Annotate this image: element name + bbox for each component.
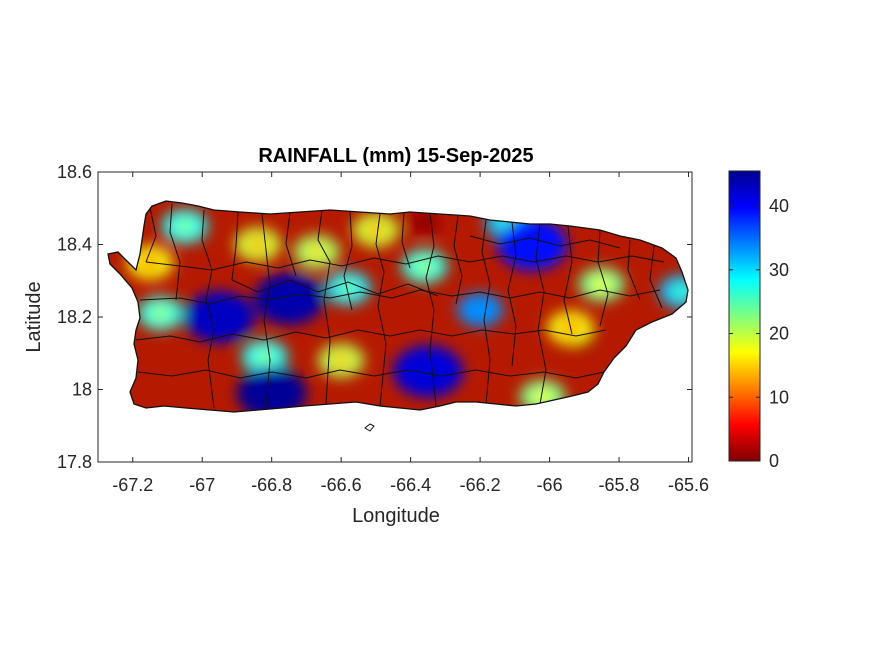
x-tick-label: -66.8 — [251, 475, 292, 495]
municipality-boundary — [597, 229, 609, 327]
x-axis-label: Longitude — [352, 505, 440, 527]
x-tick-label: -66.2 — [460, 475, 501, 495]
municipality-boundary — [481, 219, 491, 405]
rainfall-hotspot-core — [150, 305, 171, 322]
x-tick-label: -66.4 — [390, 475, 431, 495]
municipality-boundary — [425, 213, 437, 407]
municipality-boundary — [201, 209, 215, 409]
municipality-boundaries — [135, 203, 665, 409]
rainfall-hotspot — [254, 272, 325, 325]
municipality-boundary — [137, 369, 605, 379]
x-tick-label: -67 — [189, 475, 215, 495]
rainfall-hotspot-core — [254, 349, 275, 365]
colorbar-tick-label: 40 — [769, 196, 789, 216]
caja-de-muertos-islet — [364, 423, 375, 432]
island-rainfall-field — [107, 200, 689, 432]
municipality-boundary — [135, 329, 607, 343]
x-axis-ticks: -67.2 -67 -66.8 -66.6 -66.4 -66.2 -66 -65.8 -65.… — [112, 172, 709, 495]
y-tick-label: 18 — [72, 380, 92, 400]
rainfall-hotspot-core — [331, 352, 352, 369]
municipality-boundary — [627, 239, 641, 301]
rainfall-hotspot-core — [365, 222, 387, 238]
y-axis-label: Latitude — [23, 281, 45, 352]
colorbar-tick-label: 0 — [769, 451, 779, 471]
municipality-boundary — [145, 207, 157, 263]
municipality-boundary — [401, 211, 411, 269]
rainfall-hotspot — [236, 367, 307, 412]
rainfall-hotspot — [184, 291, 255, 343]
x-tick-label: -65.8 — [599, 475, 640, 495]
colorbar-tick-label: 10 — [769, 387, 789, 407]
rainfall-hotspot-core — [591, 276, 612, 293]
x-tick-label: -66 — [537, 475, 563, 495]
colorbar-ticks: 0 10 20 30 40 — [729, 196, 789, 471]
municipality-boundary — [231, 211, 239, 281]
municipality-boundary — [169, 203, 181, 301]
colorbar-tick-label: 20 — [769, 324, 789, 344]
rainfall-hotspot-core — [416, 216, 433, 229]
municipality-boundary — [231, 279, 439, 297]
x-tick-label: -66.6 — [321, 475, 362, 495]
rainfall-hotspot-core — [174, 218, 195, 235]
y-tick-label: 18.2 — [57, 307, 92, 327]
y-tick-label: 18.6 — [57, 162, 92, 182]
municipality-boundary — [453, 215, 463, 305]
rainfall-hotspot — [497, 218, 568, 271]
island-outline — [107, 200, 689, 413]
municipality-boundary — [139, 289, 661, 305]
rainfall-hotspot — [457, 292, 504, 327]
municipality-boundary — [317, 209, 331, 405]
municipality-boundary — [469, 235, 621, 249]
x-tick-label: -65.6 — [668, 475, 709, 495]
x-tick-label: -67.2 — [112, 475, 153, 495]
municipality-boundary — [343, 211, 353, 311]
y-axis-ticks: 17.8 18 18.2 18.4 18.6 — [57, 162, 692, 472]
municipality-boundary — [649, 245, 663, 309]
municipality-boundary — [535, 223, 547, 405]
chart-title: RAINFALL (mm) 15-Sep-2025 — [258, 145, 533, 167]
municipality-boundary — [261, 213, 271, 409]
y-tick-label: 18.4 — [57, 235, 92, 255]
colorbar — [728, 170, 761, 462]
municipality-boundary — [507, 221, 517, 367]
colorbar-tick-label: 30 — [769, 260, 789, 280]
rainfall-hotspot — [392, 345, 464, 398]
y-tick-label: 17.8 — [57, 452, 92, 472]
rainfall-hotspot-core — [532, 389, 553, 405]
municipality-boundary — [145, 255, 665, 271]
rainfall-hotspot-core — [247, 236, 268, 253]
municipality-boundary — [375, 213, 387, 407]
municipality-boundary — [285, 211, 297, 277]
